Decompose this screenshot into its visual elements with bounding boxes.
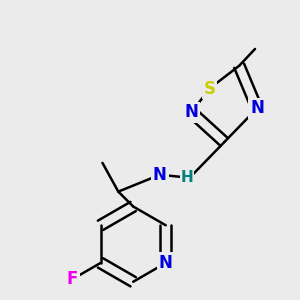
Text: H: H (181, 169, 194, 184)
Text: N: N (185, 103, 199, 122)
Text: N: N (153, 166, 167, 184)
Text: S: S (203, 80, 215, 98)
Text: F: F (67, 270, 78, 288)
Text: N: N (250, 99, 264, 117)
Text: N: N (159, 254, 173, 272)
